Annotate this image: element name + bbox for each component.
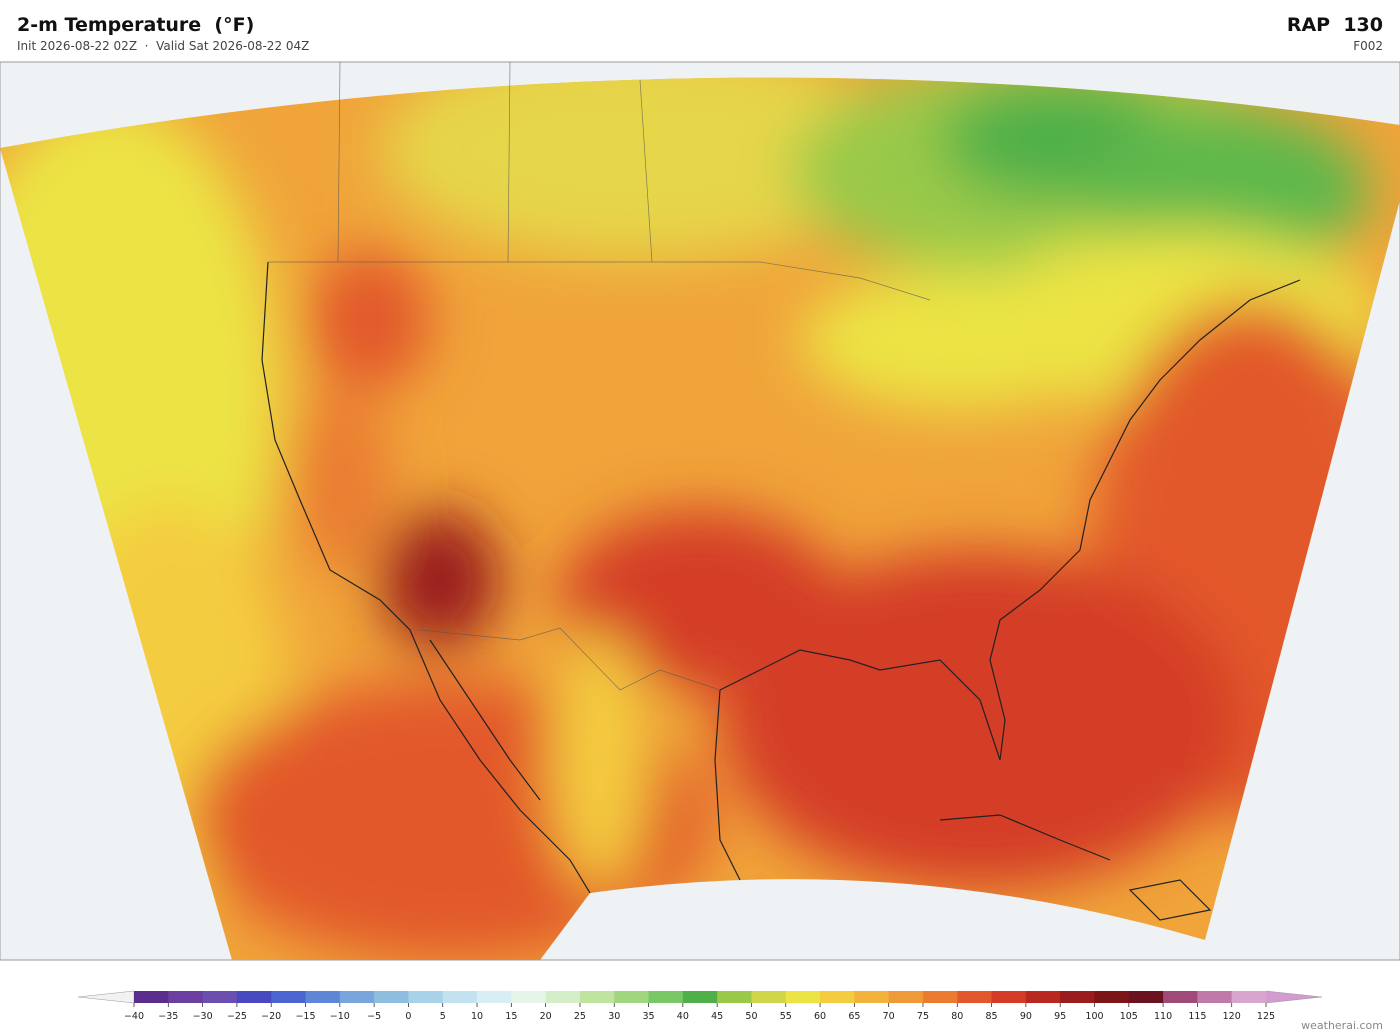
coastlines xyxy=(261,261,1301,921)
colorbar-tick-label: 15 xyxy=(505,1011,517,1022)
colorbar-tick-label: 5 xyxy=(440,1011,446,1022)
colorbar-tick-label: 105 xyxy=(1120,1011,1138,1022)
colorbar-bin xyxy=(1025,991,1061,1003)
colorbar-tick-label: 110 xyxy=(1154,1011,1172,1022)
colorbar-tick-label: −25 xyxy=(227,1011,247,1022)
colorbar-tick-label: 10 xyxy=(471,1011,483,1022)
colorbar-bin xyxy=(682,991,718,1003)
colorbar-tick-label: −5 xyxy=(367,1011,381,1022)
colorbar-tick-label: −35 xyxy=(158,1011,178,1022)
colorbar-tick-label: 120 xyxy=(1223,1011,1241,1022)
colorbar-bin xyxy=(717,991,752,1003)
credit: weatherai.com xyxy=(1301,1019,1383,1032)
colorbar-bin xyxy=(202,991,238,1003)
colorbar-tick-label: 100 xyxy=(1085,1011,1103,1022)
title: 2-m Temperature (°F) xyxy=(17,14,255,36)
colorbar-bin xyxy=(957,991,993,1003)
colorbar-tick-label: 75 xyxy=(917,1011,929,1022)
colorbar-bin xyxy=(922,991,958,1003)
colorbar-tick-label: 0 xyxy=(405,1011,411,1022)
colorbar-tick-label: 20 xyxy=(540,1011,552,1022)
colorbar-bin xyxy=(545,991,581,1003)
colorbar-bin xyxy=(648,991,684,1003)
colorbar-tick-label: 50 xyxy=(745,1011,757,1022)
colorbar-bin xyxy=(339,991,375,1003)
forecast-hour: F002 xyxy=(1353,39,1383,53)
subtitle: Init 2026-08-22 02Z · Valid Sat 2026-08-… xyxy=(17,39,310,53)
colorbar-tick-label: −20 xyxy=(261,1011,281,1022)
colorbar-tick-label: 95 xyxy=(1054,1011,1066,1022)
colorbar-bin xyxy=(1163,991,1198,1003)
colorbar-tick-label: 45 xyxy=(711,1011,723,1022)
colorbar-bin xyxy=(1128,991,1164,1003)
colorbar-bin xyxy=(888,991,924,1003)
colorbar-bin xyxy=(374,991,409,1003)
model-label: RAP 130 xyxy=(1286,14,1383,36)
colorbar-bin xyxy=(271,991,307,1003)
colorbar-tick-label: 70 xyxy=(883,1011,895,1022)
colorbar-over xyxy=(1265,990,1323,1004)
colorbar-tick-label: −10 xyxy=(330,1011,350,1022)
colorbar-bin xyxy=(614,991,650,1003)
colorbar-bin xyxy=(511,991,547,1003)
colorbar-tick-label: 25 xyxy=(574,1011,586,1022)
colorbar-bin xyxy=(477,991,512,1003)
colorbar-tick-label: −30 xyxy=(193,1011,213,1022)
colorbar-bin xyxy=(1060,991,1095,1003)
colorbar-tick-label: 125 xyxy=(1257,1011,1275,1022)
colorbar-bin xyxy=(991,991,1027,1003)
temperature-field xyxy=(0,77,1400,961)
colorbar-bin xyxy=(442,991,478,1003)
colorbar-bin xyxy=(1094,991,1130,1003)
colorbar-tick-label: 85 xyxy=(986,1011,998,1022)
colorbar-tick-label: 60 xyxy=(814,1011,826,1022)
colorbar-under xyxy=(77,990,135,1004)
colorbar-tick-label: −15 xyxy=(295,1011,315,1022)
colorbar-bin xyxy=(134,991,169,1003)
colorbar-tick-label: 35 xyxy=(642,1011,654,1022)
colorbar-bin xyxy=(785,991,821,1003)
colorbar-bin xyxy=(168,991,204,1003)
colorbar-tick-label: −40 xyxy=(124,1011,144,1022)
colorbar-bin xyxy=(408,991,444,1003)
colorbar-tick-label: 30 xyxy=(608,1011,620,1022)
colorbar-bin xyxy=(1231,991,1267,1003)
colorbar-bin xyxy=(579,991,615,1003)
colorbar-tick-label: 40 xyxy=(677,1011,689,1022)
colorbar-bin xyxy=(751,991,787,1003)
colorbar-tick-label: 65 xyxy=(848,1011,860,1022)
colorbar-tick-label: 55 xyxy=(780,1011,792,1022)
colorbar-tick-label: 80 xyxy=(951,1011,963,1022)
colorbar-tick-label: 90 xyxy=(1020,1011,1032,1022)
borders xyxy=(268,61,931,691)
colorbar-bin xyxy=(305,991,341,1003)
colorbar-bin xyxy=(854,991,890,1003)
colorbar: −40 −35 −30 −25 −20 −15 −10 −5 0 5 10 15 20 25 30 35 40 4… xyxy=(77,990,1323,1022)
colorbar-bin xyxy=(236,991,272,1003)
colorbar-bin xyxy=(1197,991,1233,1003)
colorbar-tick-label: 115 xyxy=(1188,1011,1206,1022)
colorbar-bin xyxy=(820,991,855,1003)
